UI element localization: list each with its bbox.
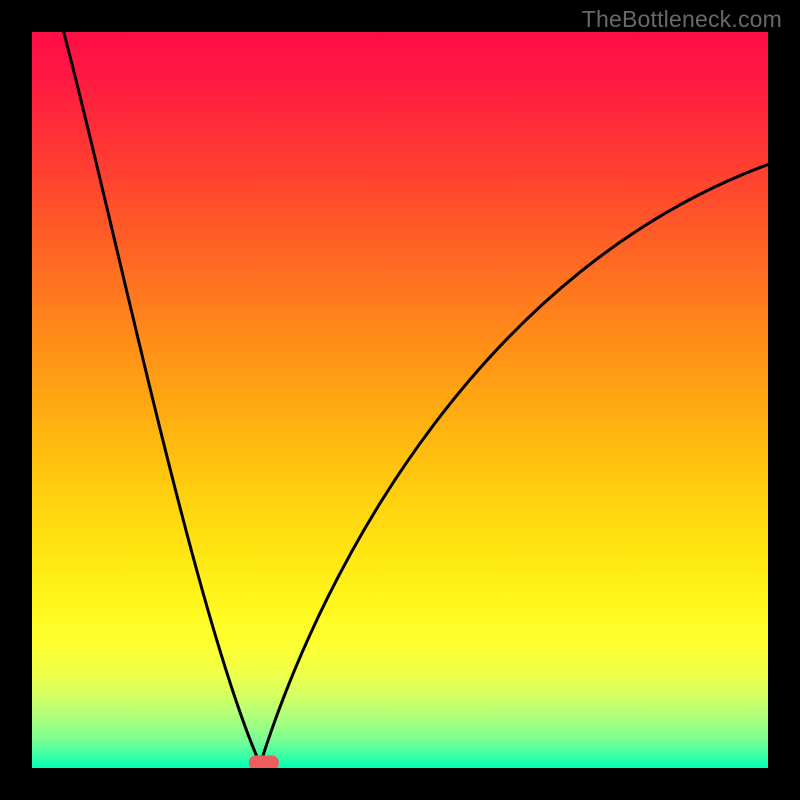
plot-area — [32, 32, 768, 768]
canvas: TheBottleneck.com — [0, 0, 800, 800]
min-marker — [249, 755, 279, 768]
plot-svg — [32, 32, 768, 768]
watermark-text: TheBottleneck.com — [582, 6, 782, 33]
plot-background — [32, 32, 768, 768]
